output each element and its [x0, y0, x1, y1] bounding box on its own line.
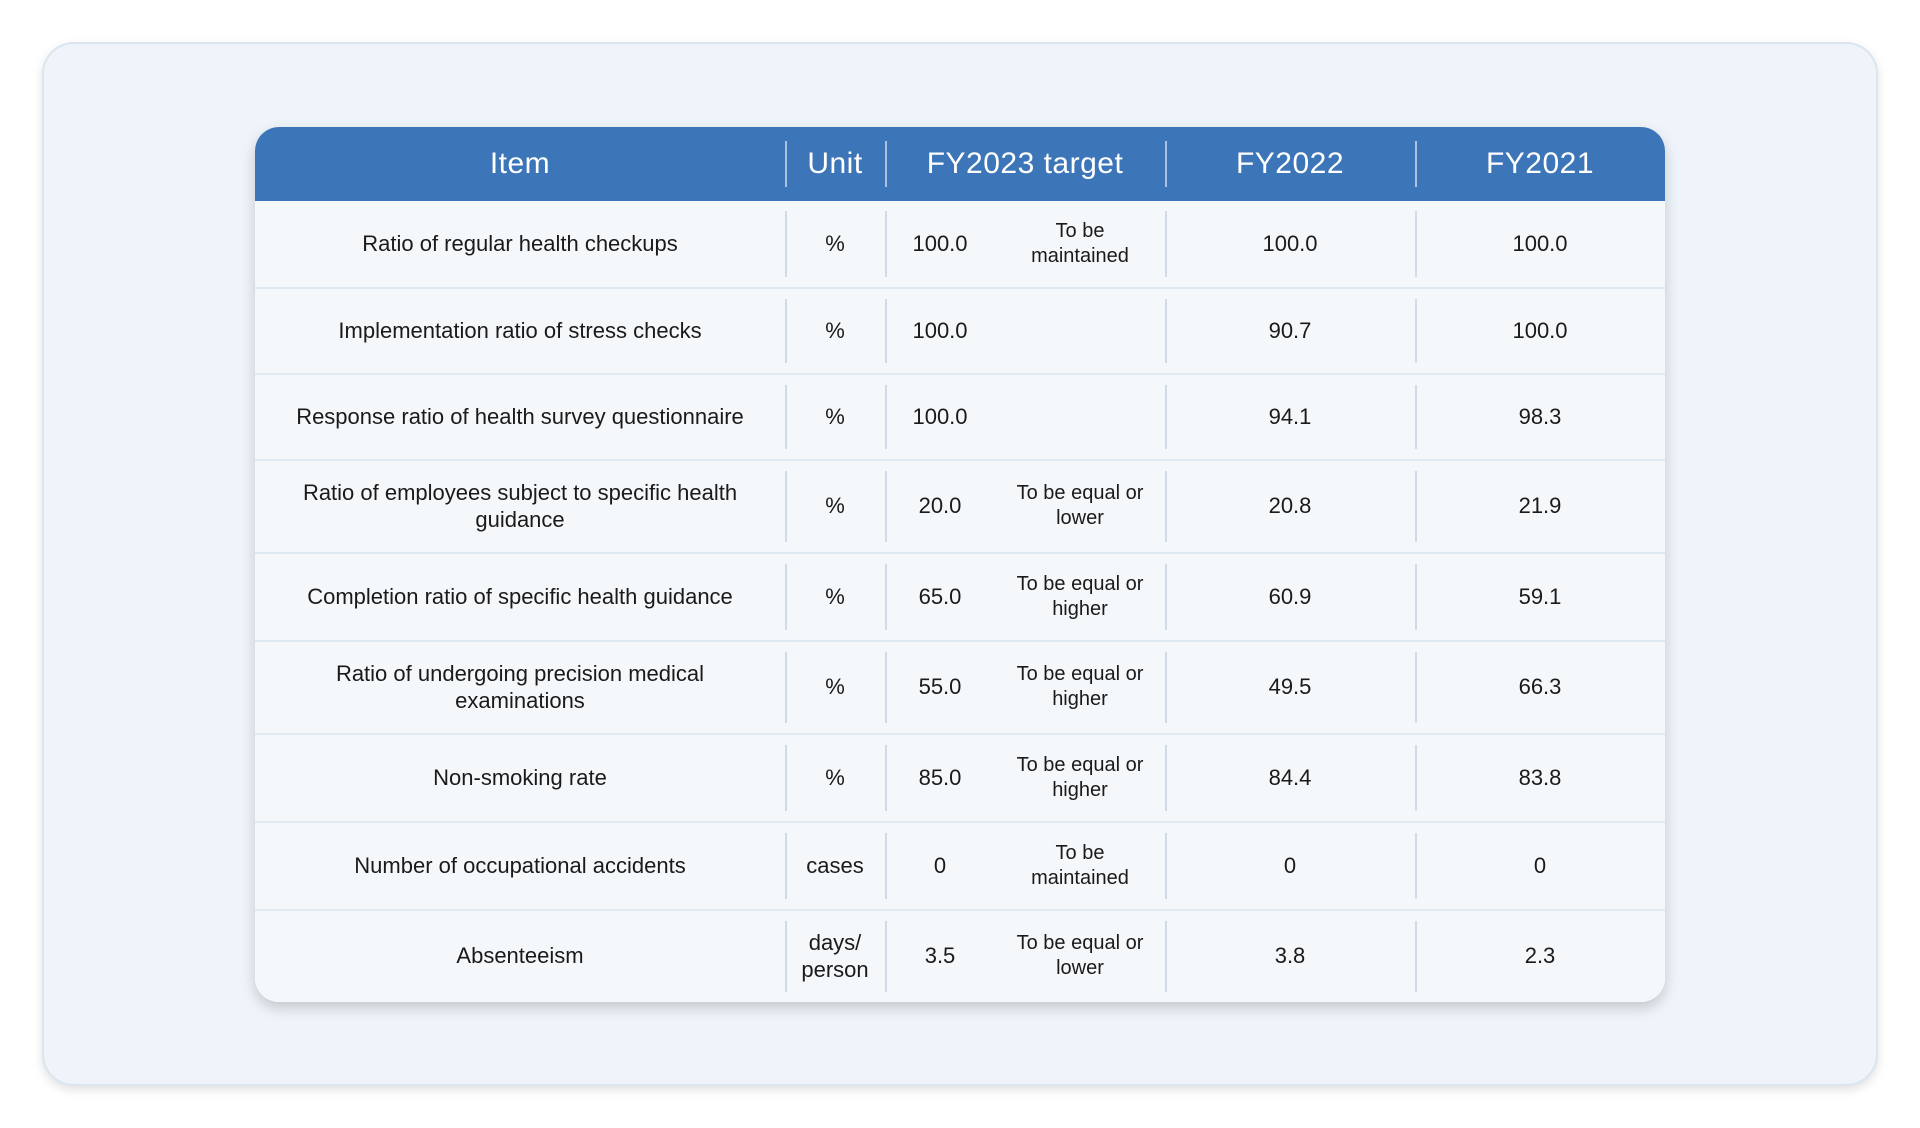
cell-item: Ratio of employees subject to specific h… — [255, 460, 785, 553]
metrics-table-card: Item Unit FY2023 target FY2022 FY2021 Ra… — [255, 127, 1665, 1002]
cell-fy2021: 59.1 — [1415, 553, 1665, 641]
cell-target-value: 100.0 — [885, 374, 995, 460]
cell-target-note: To be equal or higher — [995, 641, 1165, 734]
table-row: Response ratio of health survey question… — [255, 374, 1665, 460]
cell-item: Response ratio of health survey question… — [255, 374, 785, 460]
cell-item: Non-smoking rate — [255, 734, 785, 822]
cell-fy2021: 21.9 — [1415, 460, 1665, 553]
cell-unit: days/person — [785, 910, 885, 1002]
cell-item: Completion ratio of specific health guid… — [255, 553, 785, 641]
table-row: Ratio of undergoing precision medical ex… — [255, 641, 1665, 734]
cell-target-note: To be equal or higher — [995, 734, 1165, 822]
cell-fy2022: 100.0 — [1165, 201, 1415, 288]
table-row: Completion ratio of specific health guid… — [255, 553, 1665, 641]
cell-unit: % — [785, 641, 885, 734]
cell-target-note: To be equal or higher — [995, 553, 1165, 641]
cell-unit: % — [785, 288, 885, 374]
cell-fy2022: 49.5 — [1165, 641, 1415, 734]
cell-target-note: To be equal or lower — [995, 460, 1165, 553]
cell-fy2022: 90.7 — [1165, 288, 1415, 374]
cell-fy2022: 84.4 — [1165, 734, 1415, 822]
table-row: Absenteeismdays/person3.5To be equal or … — [255, 910, 1665, 1002]
cell-fy2021: 66.3 — [1415, 641, 1665, 734]
cell-fy2021: 100.0 — [1415, 201, 1665, 288]
cell-fy2021: 100.0 — [1415, 288, 1665, 374]
cell-target-note: To be equal or lower — [995, 910, 1165, 1002]
cell-unit: % — [785, 460, 885, 553]
table-header-row: Item Unit FY2023 target FY2022 FY2021 — [255, 127, 1665, 201]
cell-target-note: To be maintained — [995, 201, 1165, 288]
cell-fy2021: 98.3 — [1415, 374, 1665, 460]
cell-item: Absenteeism — [255, 910, 785, 1002]
cell-fy2021: 2.3 — [1415, 910, 1665, 1002]
cell-fy2022: 3.8 — [1165, 910, 1415, 1002]
table-row: Non-smoking rate%85.0To be equal or high… — [255, 734, 1665, 822]
cell-target-value: 65.0 — [885, 553, 995, 641]
table-row: Number of occupational accidentscases0To… — [255, 822, 1665, 910]
cell-target-note — [995, 374, 1165, 460]
col-header-fy2022: FY2022 — [1165, 127, 1415, 201]
cell-target-value: 85.0 — [885, 734, 995, 822]
cell-target-value: 0 — [885, 822, 995, 910]
cell-target-note — [995, 288, 1165, 374]
table-row: Ratio of regular health checkups%100.0To… — [255, 201, 1665, 288]
cell-item: Number of occupational accidents — [255, 822, 785, 910]
cell-target-value: 100.0 — [885, 288, 995, 374]
cell-fy2022: 60.9 — [1165, 553, 1415, 641]
cell-unit: % — [785, 553, 885, 641]
cell-item: Implementation ratio of stress checks — [255, 288, 785, 374]
table-body: Ratio of regular health checkups%100.0To… — [255, 201, 1665, 1002]
cell-target-value: 100.0 — [885, 201, 995, 288]
cell-target-value: 55.0 — [885, 641, 995, 734]
cell-fy2022: 0 — [1165, 822, 1415, 910]
col-header-fy2021: FY2021 — [1415, 127, 1665, 201]
cell-fy2022: 20.8 — [1165, 460, 1415, 553]
cell-target-note: To be maintained — [995, 822, 1165, 910]
col-header-item: Item — [255, 127, 785, 201]
cell-target-value: 20.0 — [885, 460, 995, 553]
cell-fy2021: 83.8 — [1415, 734, 1665, 822]
cell-item: Ratio of undergoing precision medical ex… — [255, 641, 785, 734]
cell-unit: cases — [785, 822, 885, 910]
table-row: Ratio of employees subject to specific h… — [255, 460, 1665, 553]
cell-target-value: 3.5 — [885, 910, 995, 1002]
cell-item: Ratio of regular health checkups — [255, 201, 785, 288]
table-row: Implementation ratio of stress checks%10… — [255, 288, 1665, 374]
cell-unit: % — [785, 201, 885, 288]
col-header-target: FY2023 target — [885, 127, 1165, 201]
cell-fy2021: 0 — [1415, 822, 1665, 910]
cell-unit: % — [785, 734, 885, 822]
metrics-table: Item Unit FY2023 target FY2022 FY2021 Ra… — [255, 127, 1665, 1002]
cell-unit: % — [785, 374, 885, 460]
outer-panel: Item Unit FY2023 target FY2022 FY2021 Ra… — [42, 42, 1878, 1086]
col-header-unit: Unit — [785, 127, 885, 201]
cell-fy2022: 94.1 — [1165, 374, 1415, 460]
